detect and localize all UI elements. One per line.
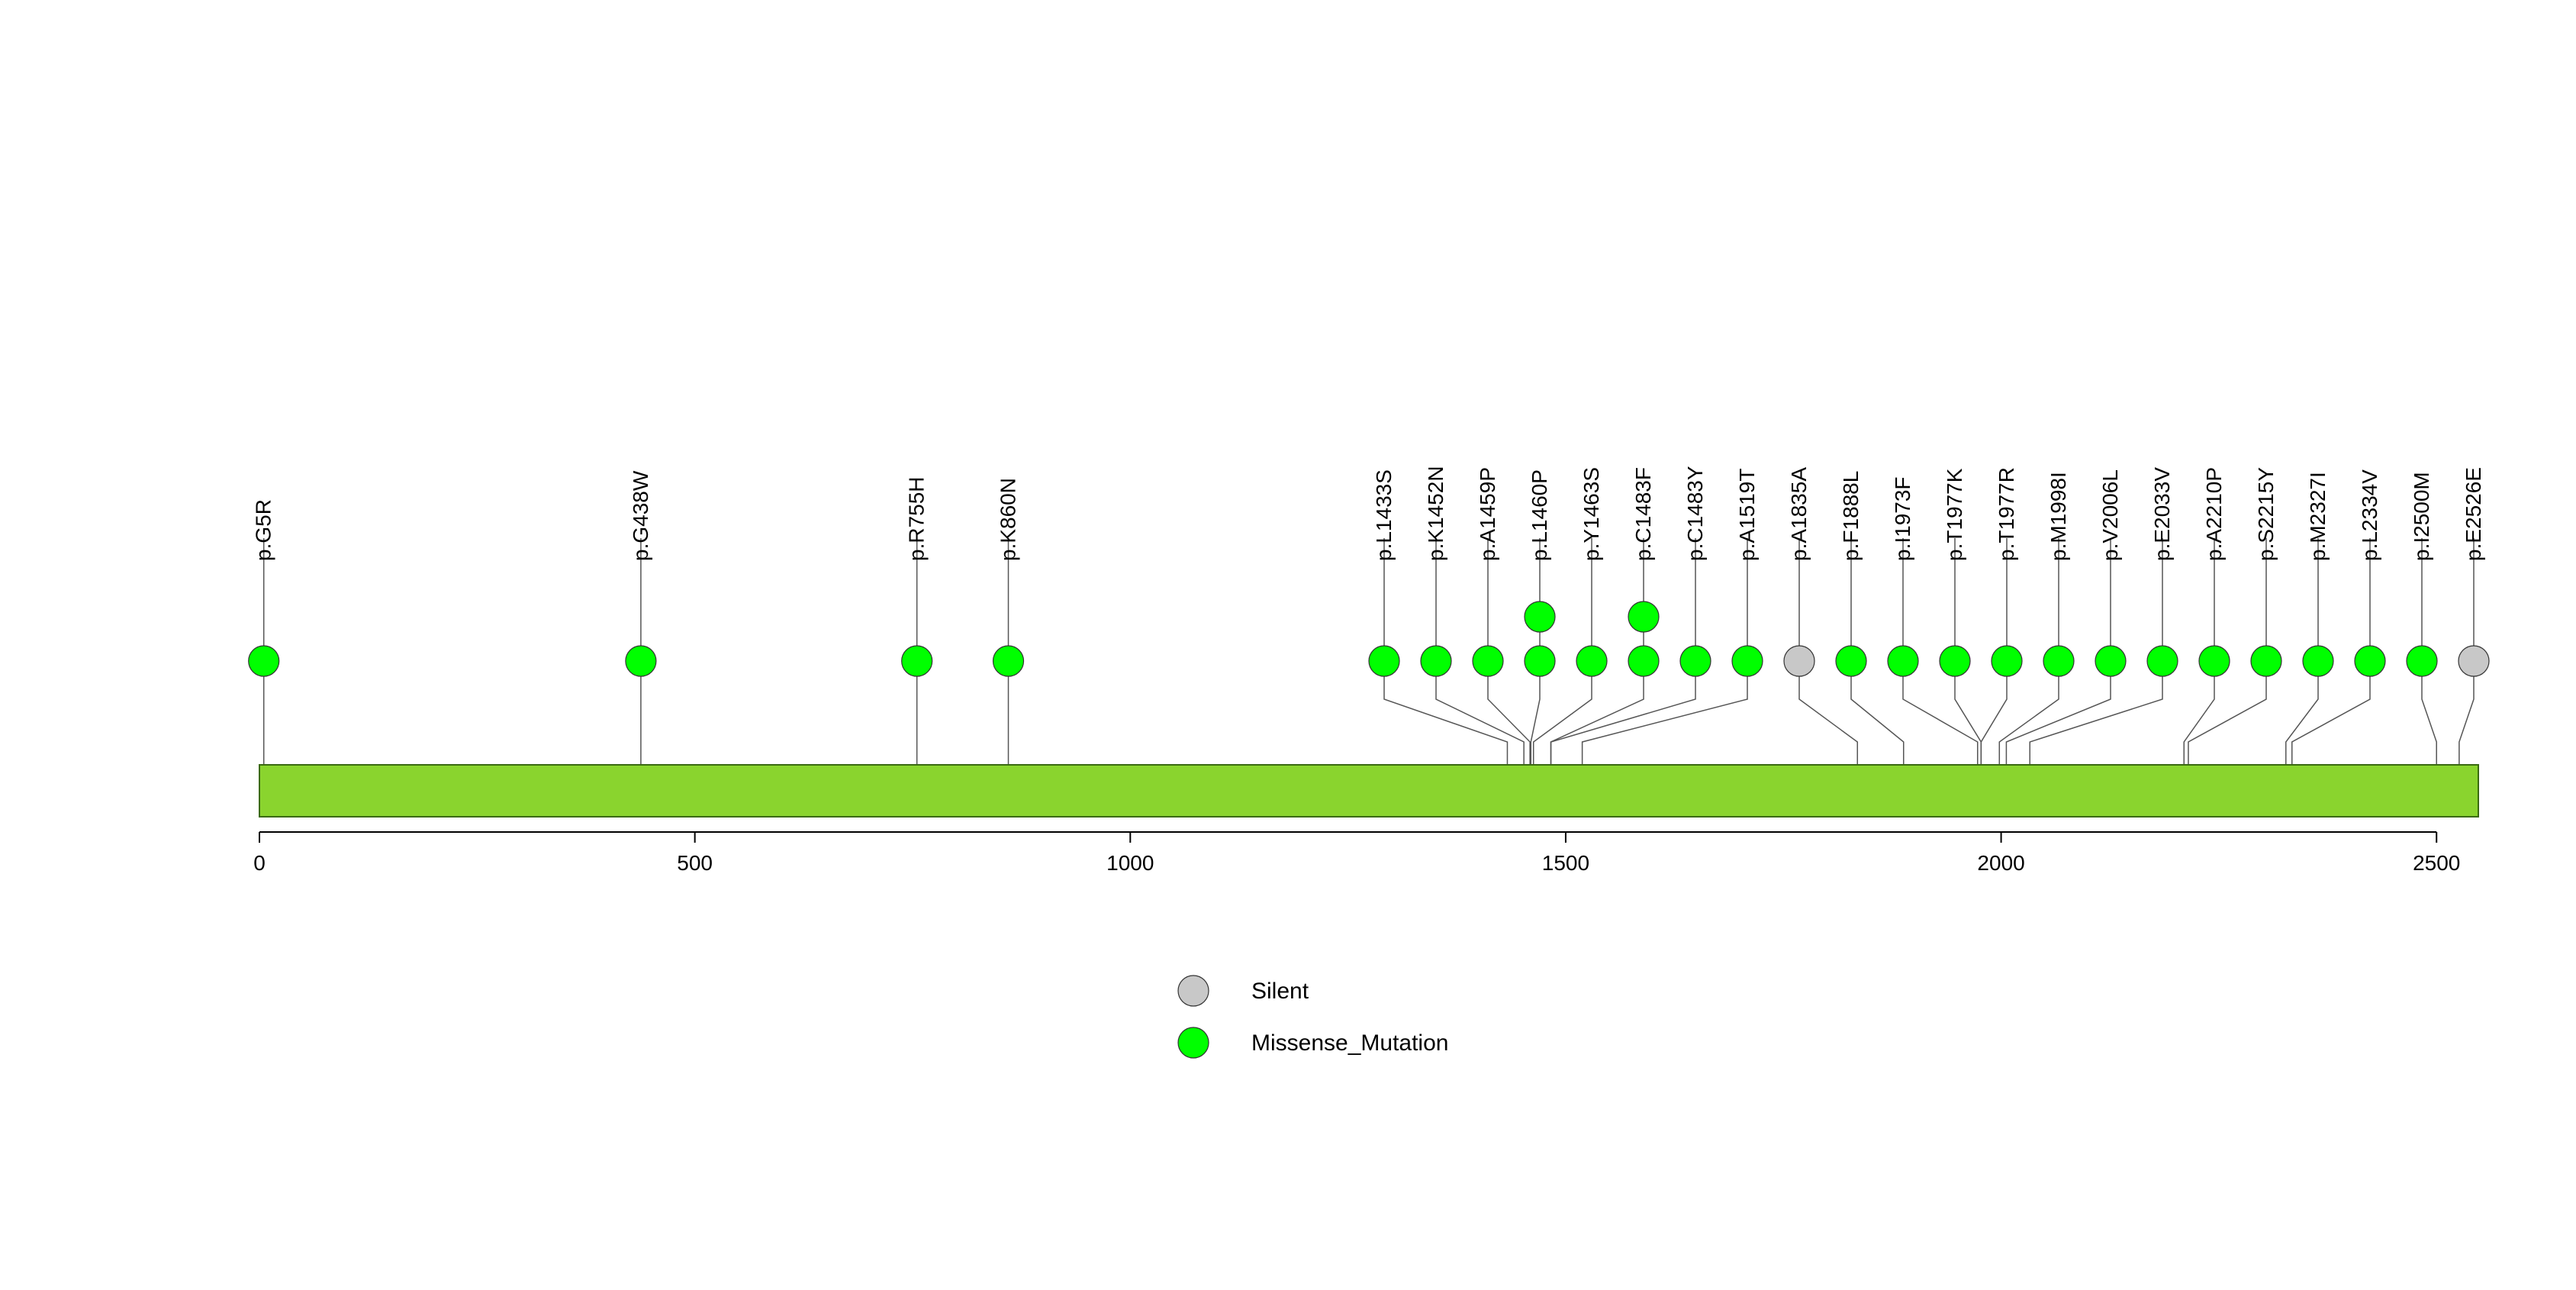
mutation-label: p.L2334V xyxy=(2358,469,2381,561)
mutation-point xyxy=(1783,645,1815,677)
axis-tick-label: 2500 xyxy=(2413,851,2460,875)
mutation-label: p.R755H xyxy=(905,476,929,561)
mutation-stem xyxy=(2291,538,2371,765)
mutation-label: p.A1835A xyxy=(1787,467,1811,561)
mutation-point xyxy=(992,645,1025,677)
axis-tick-label: 2000 xyxy=(1977,851,2024,875)
mutation-stem xyxy=(1798,538,1859,765)
mutation-label: p.M1998I xyxy=(2046,472,2070,561)
mutation-stem xyxy=(1487,538,1531,765)
mutation-point xyxy=(1420,645,1452,677)
mutation-point xyxy=(1628,645,1660,677)
mutation-stem xyxy=(1550,538,1696,765)
mutation-label: p.E2526E xyxy=(2462,467,2485,561)
mutation-stem xyxy=(1383,538,1509,765)
mutation-label: p.C1483Y xyxy=(1683,466,1707,561)
mutation-label: p.I2500M xyxy=(2410,472,2433,561)
mutation-label: p.A1459P xyxy=(1476,467,1499,561)
mutation-stem xyxy=(2183,538,2215,765)
mutation-label: p.V2006L xyxy=(2098,469,2122,561)
mutation-point xyxy=(1679,645,1711,677)
mutation-stem xyxy=(2458,538,2475,765)
mutation-point xyxy=(2146,645,2178,677)
mutation-point xyxy=(2406,645,2438,677)
mutation-stem xyxy=(2421,538,2437,765)
mutation-label: p.K1452N xyxy=(1424,466,1447,561)
mutation-label: p.G5R xyxy=(252,499,275,561)
mutation-point xyxy=(625,645,657,677)
mutation-point xyxy=(2043,645,2075,677)
mutation-stem xyxy=(2188,538,2267,765)
mutation-label: p.L1460P xyxy=(1528,469,1551,561)
mutation-point xyxy=(1731,645,1763,677)
mutation-label: p.K860N xyxy=(997,478,1020,561)
legend-marker xyxy=(1177,1027,1209,1059)
legend-label: Silent xyxy=(1251,979,1309,1004)
protein-domain-bar xyxy=(259,764,2479,818)
axis-tick-label: 500 xyxy=(677,851,713,875)
mutation-label: p.T1977R xyxy=(1995,467,2018,561)
mutation-label: p.T1977K xyxy=(1943,468,1966,561)
mutation-point xyxy=(2250,645,2282,677)
mutation-point xyxy=(2458,645,2490,677)
mutation-label: p.M2327I xyxy=(2306,472,2330,561)
axis-tick-label: 1500 xyxy=(1542,851,1589,875)
mutation-label: p.Y1463S xyxy=(1579,467,1603,561)
mutation-stem xyxy=(1902,538,1979,765)
legend-label: Missense_Mutation xyxy=(1251,1030,1448,1056)
mutation-label: p.S2215Y xyxy=(2254,467,2278,561)
mutation-labels: p.G5R p.G438W p.R755H p.K860N p.L1433S p.K145… xyxy=(252,466,2485,561)
mutation-stem xyxy=(1850,538,1905,765)
mutation-label: p.A2210P xyxy=(2202,467,2226,561)
mutation-label: p.L1433S xyxy=(1372,469,1396,561)
mutation-stem xyxy=(2005,538,2111,765)
mutation-point xyxy=(1628,601,1660,633)
mutation-point xyxy=(1887,645,1919,677)
mutation-point xyxy=(2354,645,2386,677)
mutation-label: p.A1519T xyxy=(1735,469,1759,561)
mutation-point xyxy=(901,645,933,677)
mutation-label: p.F1888L xyxy=(1839,471,1863,561)
mutation-stem xyxy=(1435,538,1525,765)
mutation-point xyxy=(1835,645,1867,677)
mutation-label: p.G438W xyxy=(629,470,652,561)
mutation-stem xyxy=(1980,538,2008,765)
legend: Silent Missense_Mutation xyxy=(1177,975,1448,1059)
mutation-point xyxy=(1524,645,1556,677)
legend-marker xyxy=(1177,975,1209,1007)
mutation-point xyxy=(1524,601,1556,633)
mutation-point xyxy=(1939,645,1971,677)
mutation-label: p.C1483F xyxy=(1631,467,1655,561)
mutation-point xyxy=(1368,645,1400,677)
mutation-label: p.E2033V xyxy=(2150,467,2174,561)
mutation-lollipops xyxy=(248,601,2490,677)
axis-tick-label: 0 xyxy=(253,851,266,875)
mutation-point xyxy=(2302,645,2334,677)
mutation-point xyxy=(2095,645,2127,677)
mutation-label: p.I1973F xyxy=(1891,476,1914,561)
mutation-stem xyxy=(1998,538,2059,765)
mutation-point xyxy=(248,645,280,677)
axis-tick-label: 1000 xyxy=(1106,851,1154,875)
mutation-stem xyxy=(1581,538,1748,765)
mutation-stem xyxy=(2029,538,2163,765)
mutation-point xyxy=(1472,645,1504,677)
mutation-stem xyxy=(2285,538,2319,765)
mutation-point xyxy=(1991,645,2023,677)
mutation-point xyxy=(1576,645,1608,677)
mutation-point xyxy=(2198,645,2230,677)
mutation-stem xyxy=(1532,538,1592,765)
x-axis: 0 500 1000 1500 2000 2500 xyxy=(253,831,2460,875)
